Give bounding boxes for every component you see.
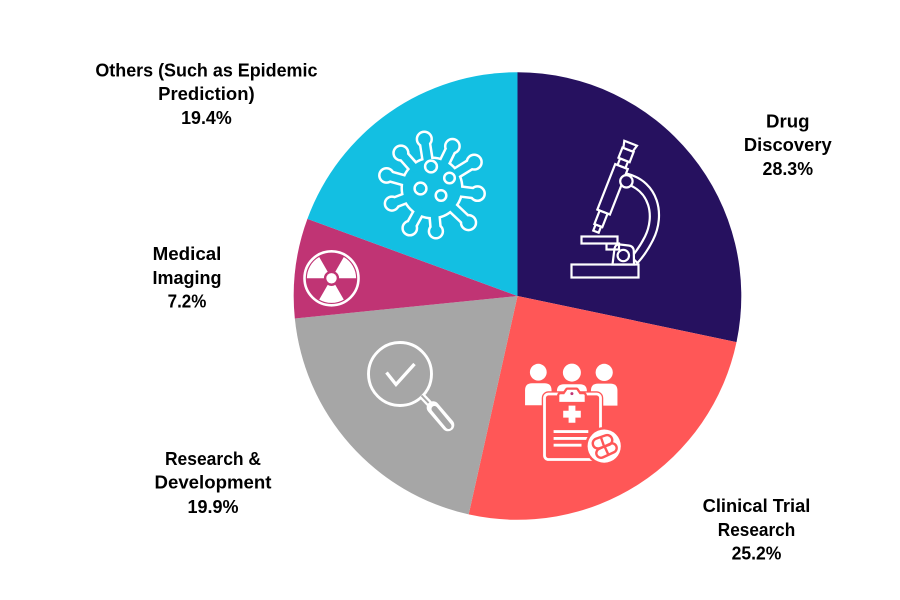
svg-text:28.3%: 28.3% — [763, 159, 814, 179]
svg-text:19.4%: 19.4% — [181, 108, 232, 128]
svg-text:Discovery: Discovery — [744, 135, 832, 155]
svg-text:Research &: Research & — [165, 449, 261, 469]
svg-text:Imaging: Imaging — [153, 268, 222, 288]
svg-text:Drug: Drug — [766, 111, 810, 131]
svg-text:Prediction): Prediction) — [158, 84, 255, 104]
svg-text:Development: Development — [155, 473, 272, 493]
svg-text:Others (Such as Epidemic: Others (Such as Epidemic — [95, 61, 317, 81]
svg-text:7.2%: 7.2% — [168, 292, 207, 312]
svg-text:25.2%: 25.2% — [732, 544, 782, 564]
svg-text:Clinical Trial: Clinical Trial — [703, 496, 811, 516]
svg-text:Medical: Medical — [153, 244, 222, 264]
svg-text:Research: Research — [718, 520, 795, 540]
svg-text:19.9%: 19.9% — [188, 497, 239, 517]
